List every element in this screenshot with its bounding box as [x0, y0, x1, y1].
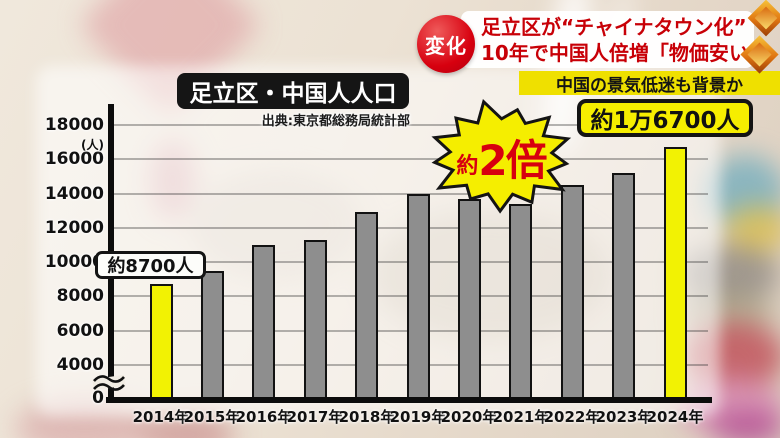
- x-axis-line: [106, 397, 712, 403]
- burst-approx-text: 約: [456, 154, 479, 179]
- annotation-2014-text: 約8700人: [107, 256, 194, 277]
- x-tick-label-2015年: 2015年: [183, 408, 241, 426]
- bar-2021年: [509, 203, 532, 400]
- y-tick-label-10000: 10000: [44, 252, 104, 273]
- y-tick-label-18000: 18000: [44, 114, 104, 135]
- x-tick-label-2021年: 2021年: [492, 408, 550, 426]
- y-tick-label-4000: 4000: [56, 355, 104, 375]
- change-badge-text: 変化: [425, 33, 467, 58]
- gridline-16000: [112, 158, 708, 161]
- bar-2018年: [355, 212, 378, 400]
- x-tick-label-2020年: 2020年: [440, 408, 498, 426]
- chart-title-text: 足立区・中国人人口: [189, 81, 397, 107]
- starburst-icon: [431, 98, 572, 214]
- chart-source: 出典:東京都総務局統計部: [261, 114, 410, 129]
- x-tick-label-2024年: 2024年: [646, 408, 704, 426]
- bar-2022年: [561, 184, 584, 400]
- chart-title: 足立区・中国人人口: [177, 73, 409, 109]
- x-tick-label-2014年: 2014年: [132, 408, 190, 426]
- annotation-2024: 約1万6700人: [577, 99, 753, 137]
- x-tick-label-2018年: 2018年: [338, 408, 396, 426]
- x-tick-label-2019年: 2019年: [389, 408, 447, 426]
- y-tick-label-12000: 12000: [44, 217, 104, 238]
- subheadline-strip: 中国の景気低迷も背景か: [519, 71, 780, 96]
- bar-2015年: [201, 270, 224, 400]
- annotation-2024-text: 約1万6700人: [590, 108, 740, 134]
- x-tick-label-2022年: 2022年: [543, 408, 601, 426]
- y-tick-label-0: 0: [92, 388, 104, 408]
- double-growth-burst: 約 2倍: [424, 98, 578, 216]
- bar-2024年: [664, 147, 687, 400]
- y-axis-unit-label: (人): [81, 137, 104, 152]
- bar-2019年: [407, 193, 430, 400]
- bar-2014年: [150, 284, 173, 400]
- annotation-2014: 約8700人: [95, 251, 206, 279]
- x-tick-label-2016年: 2016年: [235, 408, 293, 426]
- y-tick-label-14000: 14000: [44, 183, 104, 204]
- change-badge: 変化: [417, 15, 475, 73]
- headline-line1: 足立区が“チャイナタウン化”: [481, 14, 747, 39]
- headline-line2: 10年で中国人倍増「物価安い」: [481, 40, 769, 65]
- bar-2023年: [612, 172, 635, 400]
- axis-break-icon: [92, 371, 126, 399]
- x-tick-label-2017年: 2017年: [286, 408, 344, 426]
- y-tick-label-16000: 16000: [44, 149, 104, 170]
- x-tick-label-2023年: 2023年: [595, 408, 653, 426]
- bar-2017年: [304, 239, 327, 400]
- subheadline-text: 中国の景気低迷も背景か: [556, 75, 743, 96]
- bar-2016年: [252, 245, 275, 400]
- bar-2020年: [458, 198, 481, 400]
- headline-box: 足立区が“チャイナタウン化” 10年で中国人倍増「物価安い」: [461, 11, 769, 68]
- burst-text: 約 2倍: [424, 98, 578, 216]
- y-tick-label-6000: 6000: [56, 320, 104, 341]
- burst-2x-text: 2倍: [478, 135, 547, 185]
- gridline-18000: [112, 123, 708, 126]
- y-tick-label-8000: 8000: [56, 286, 104, 307]
